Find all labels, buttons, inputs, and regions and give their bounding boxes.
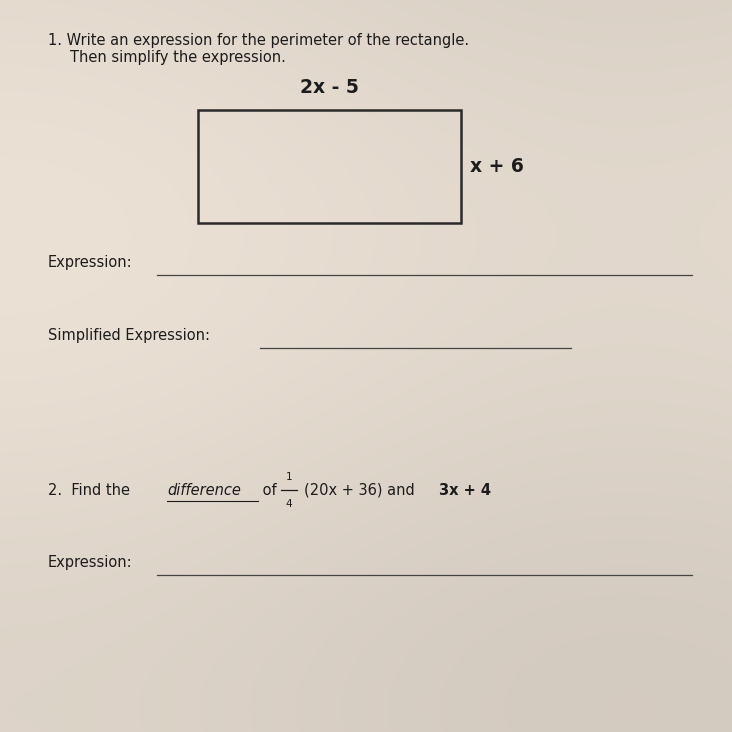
Text: Then simplify the expression.: Then simplify the expression. [70,50,285,64]
Text: 2x - 5: 2x - 5 [300,78,359,97]
Text: (20x + 36) and: (20x + 36) and [304,483,419,498]
Text: 1: 1 [285,472,293,482]
Text: 2.  Find the: 2. Find the [48,483,134,498]
Text: 3x + 4: 3x + 4 [439,483,491,498]
Text: 4: 4 [285,498,293,509]
Text: x + 6: x + 6 [470,157,524,176]
Text: 1. Write an expression for the perimeter of the rectangle.: 1. Write an expression for the perimeter… [48,33,468,48]
Text: Expression:: Expression: [48,556,132,570]
Text: difference: difference [167,483,241,498]
Text: Simplified Expression:: Simplified Expression: [48,329,209,343]
Text: Expression:: Expression: [48,255,132,270]
Text: of: of [258,483,282,498]
Bar [198,110,461,223]
